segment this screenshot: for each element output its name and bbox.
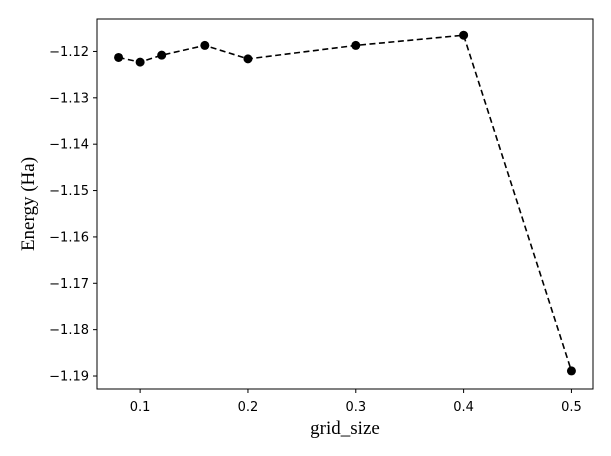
x-axis-title: grid_size (310, 418, 380, 439)
x-tick-label: 0.4 (453, 400, 474, 415)
data-point (157, 50, 167, 60)
data-point (459, 30, 469, 40)
plot-area (96, 18, 594, 390)
x-axis: 0.1 0.2 0.3 0.4 0.5 (130, 389, 582, 415)
y-tick-label: −1.14 (49, 138, 89, 153)
y-axis-title: Energy (Ha) (18, 157, 39, 251)
x-tick-label: 0.5 (561, 400, 582, 415)
series-line (118, 34, 573, 372)
x-tick-label: 0.3 (345, 400, 366, 415)
data-points (114, 30, 576, 376)
y-tick-label: −1.16 (49, 230, 89, 245)
data-point (566, 366, 576, 376)
x-tick-label: 0.2 (238, 400, 259, 415)
y-tick-label: −1.15 (49, 184, 89, 199)
y-tick-label: −1.12 (49, 45, 89, 60)
data-point (135, 57, 145, 67)
data-point (351, 40, 361, 50)
data-point (114, 52, 124, 62)
y-axis: −1.12 −1.13 −1.14 −1.15 −1.16 −1.17 −1.18 −1.19 (49, 45, 97, 385)
data-point (243, 54, 253, 64)
x-tick-label: 0.1 (130, 400, 151, 415)
data-point (200, 40, 210, 50)
y-tick-label: −1.17 (49, 277, 89, 292)
y-tick-label: −1.19 (49, 370, 89, 385)
y-tick-label: −1.18 (49, 323, 89, 338)
y-tick-label: −1.13 (49, 91, 89, 106)
